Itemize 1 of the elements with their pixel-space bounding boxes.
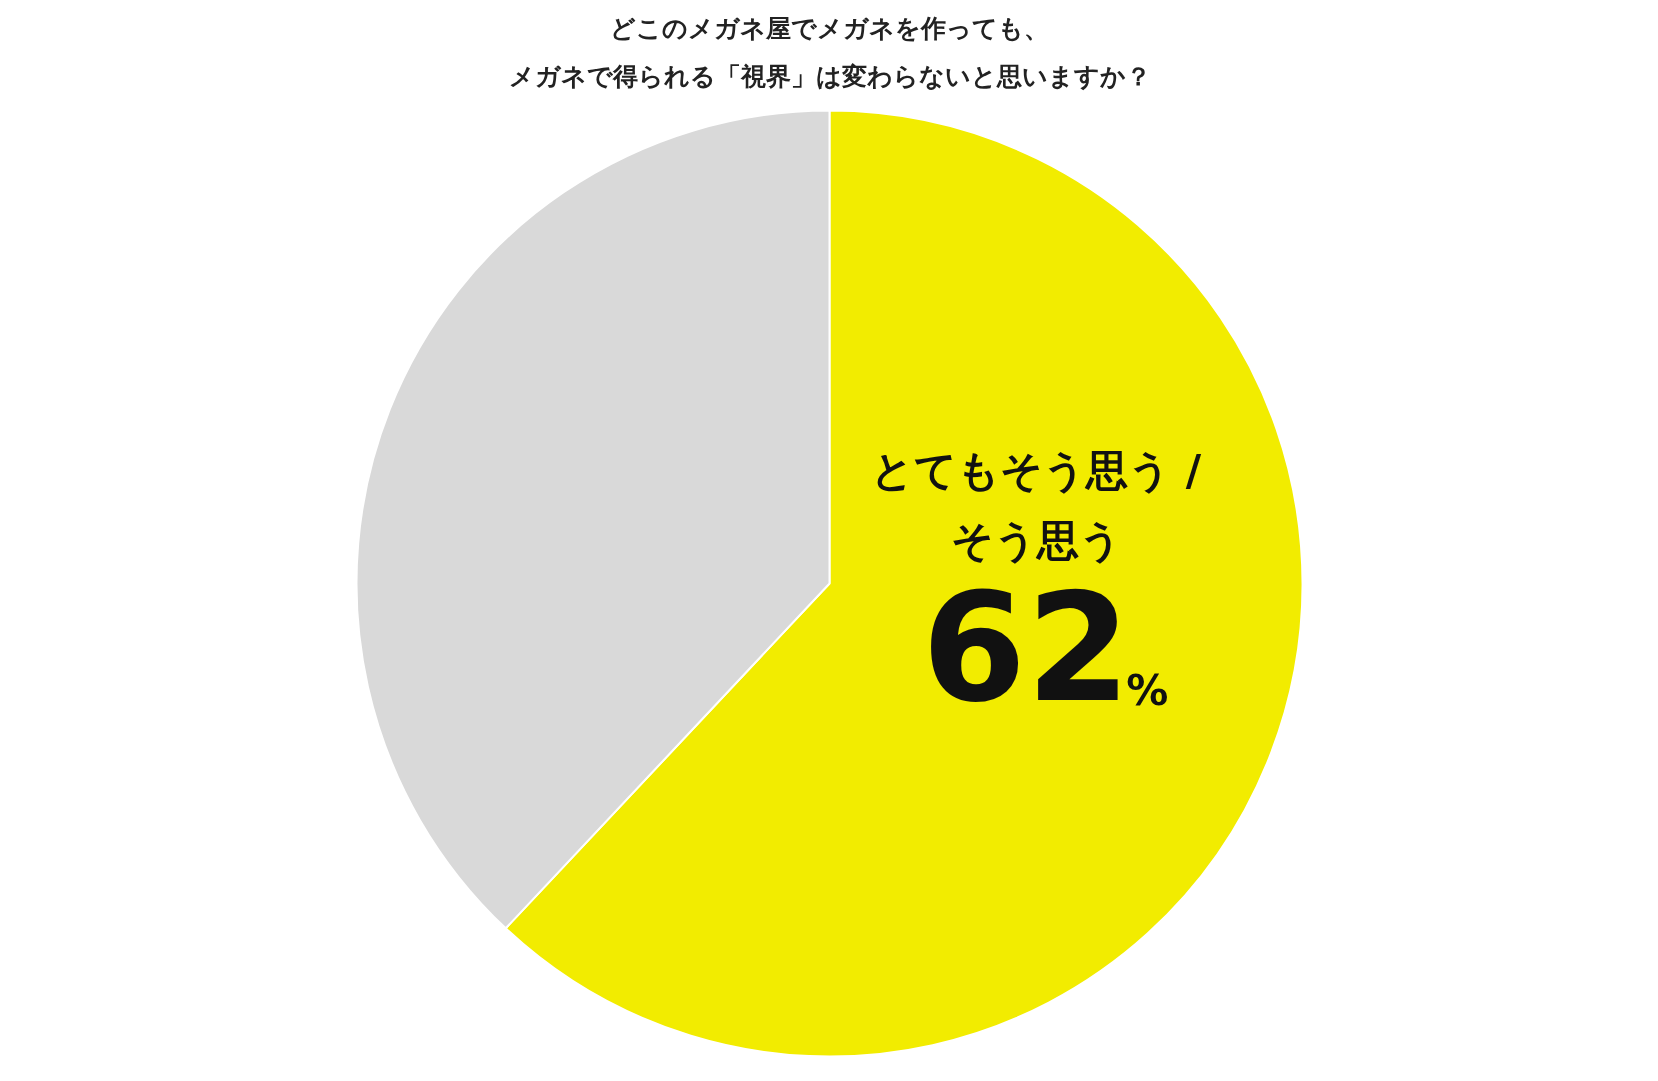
chart-title: どこのメガネ屋でメガネを作っても、メガネで得られる「視界」は変わらないと思いますか？ — [508, 14, 1151, 91]
